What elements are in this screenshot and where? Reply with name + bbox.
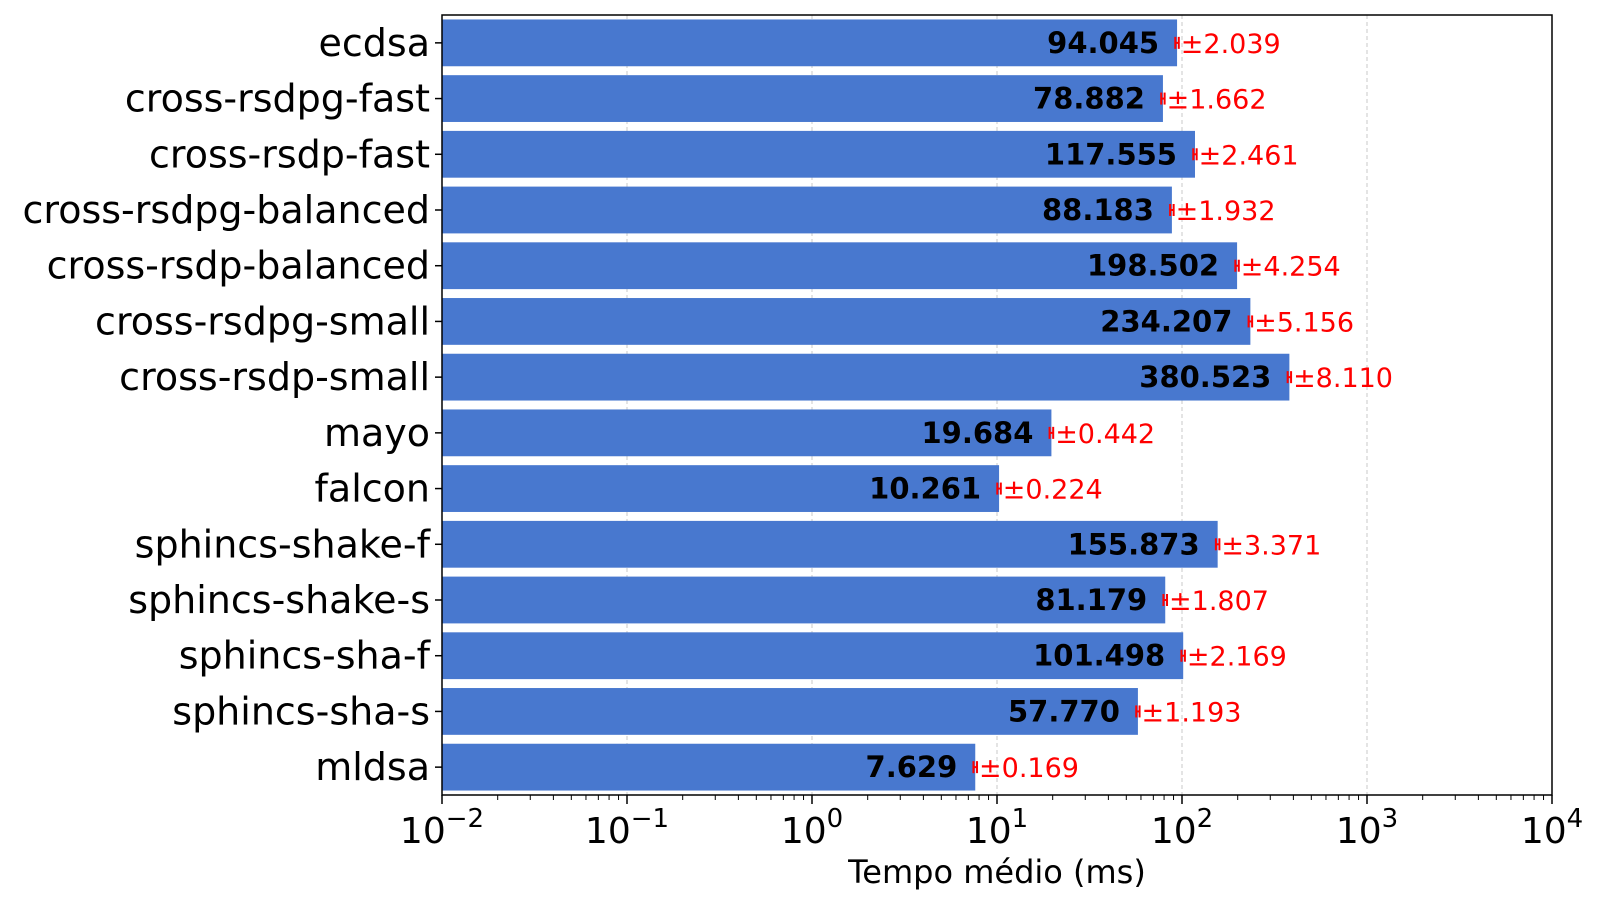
category-label: cross-rsdp-fast xyxy=(149,132,430,176)
error-label: ±2.169 xyxy=(1187,642,1287,673)
value-label: 94.045 xyxy=(1047,26,1159,60)
value-label: 81.179 xyxy=(1035,583,1147,617)
category-label: sphincs-shake-s xyxy=(128,578,430,622)
x-tick-label: 10−2 xyxy=(400,804,484,852)
bar xyxy=(442,130,1195,178)
category-label: sphincs-sha-s xyxy=(172,689,430,733)
value-label: 155.873 xyxy=(1068,527,1200,561)
value-label: 198.502 xyxy=(1087,249,1219,283)
plot-frame xyxy=(441,14,1553,796)
bar xyxy=(442,186,1172,234)
value-label: 10.261 xyxy=(869,472,981,506)
category-label: cross-rsdp-small xyxy=(119,355,430,399)
category-label: mldsa xyxy=(315,745,430,789)
value-label: 380.523 xyxy=(1139,360,1271,394)
error-label: ±1.932 xyxy=(1176,196,1276,227)
x-tick-label: 103 xyxy=(1336,804,1398,852)
x-tick-label: 10−1 xyxy=(585,804,669,852)
bar xyxy=(442,242,1238,290)
error-label: ±8.110 xyxy=(1293,363,1393,394)
bar xyxy=(442,298,1251,345)
error-label: ±2.461 xyxy=(1199,140,1299,171)
category-label: cross-rsdp-balanced xyxy=(47,244,430,288)
x-tick-label: 102 xyxy=(1151,804,1213,852)
x-tick-label: 104 xyxy=(1521,804,1583,852)
bar xyxy=(442,409,1052,457)
error-label: ±0.442 xyxy=(1055,419,1155,450)
bar xyxy=(442,353,1290,401)
x-tick-label: 100 xyxy=(781,804,843,852)
error-label: ±1.193 xyxy=(1142,697,1242,728)
error-label: ±1.807 xyxy=(1169,586,1269,617)
error-label: ±4.254 xyxy=(1241,252,1341,283)
bar xyxy=(442,520,1218,568)
error-label: ±0.169 xyxy=(979,753,1079,784)
category-label: falcon xyxy=(315,467,430,511)
value-label: 7.629 xyxy=(866,750,958,784)
error-label: ±5.156 xyxy=(1254,307,1354,338)
value-label: 101.498 xyxy=(1033,639,1165,673)
category-labels: ecdsa cross-rsdpg-fast cross-rsdp-fast cros… xyxy=(23,21,442,789)
error-label: ±3.371 xyxy=(1221,530,1321,561)
category-label: cross-rsdpg-small xyxy=(95,299,430,343)
bar xyxy=(442,743,976,791)
category-label: ecdsa xyxy=(319,21,430,65)
category-label: cross-rsdpg-fast xyxy=(125,77,430,121)
bar xyxy=(442,688,1138,735)
value-label: 78.882 xyxy=(1033,82,1145,116)
bar xyxy=(442,19,1178,67)
x-axis: 10−2 10−1 100 101 102 103 104 xyxy=(400,795,1583,852)
value-label: 234.207 xyxy=(1100,304,1232,338)
x-tick-label: 101 xyxy=(966,804,1028,852)
bar xyxy=(442,465,1000,512)
value-label: 88.183 xyxy=(1042,193,1154,227)
error-label: ±0.224 xyxy=(1003,475,1103,506)
bar xyxy=(442,576,1166,624)
bar xyxy=(442,75,1163,122)
value-label: 19.684 xyxy=(921,416,1033,450)
error-label: ±2.039 xyxy=(1181,29,1281,60)
error-label: ±1.662 xyxy=(1167,85,1267,116)
value-label: 117.555 xyxy=(1045,137,1177,171)
x-axis-title: Tempo médio (ms) xyxy=(847,853,1146,891)
category-label: sphincs-sha-f xyxy=(179,634,432,678)
category-label: cross-rsdpg-balanced xyxy=(23,188,430,232)
category-label: mayo xyxy=(324,411,430,455)
bars: 94.045 ±2.039 78.882 ±1.662 117.555 ±2.461 88.… xyxy=(442,19,1393,791)
bar xyxy=(442,632,1184,680)
value-label: 57.770 xyxy=(1008,694,1120,728)
category-label: sphincs-shake-f xyxy=(135,522,432,566)
